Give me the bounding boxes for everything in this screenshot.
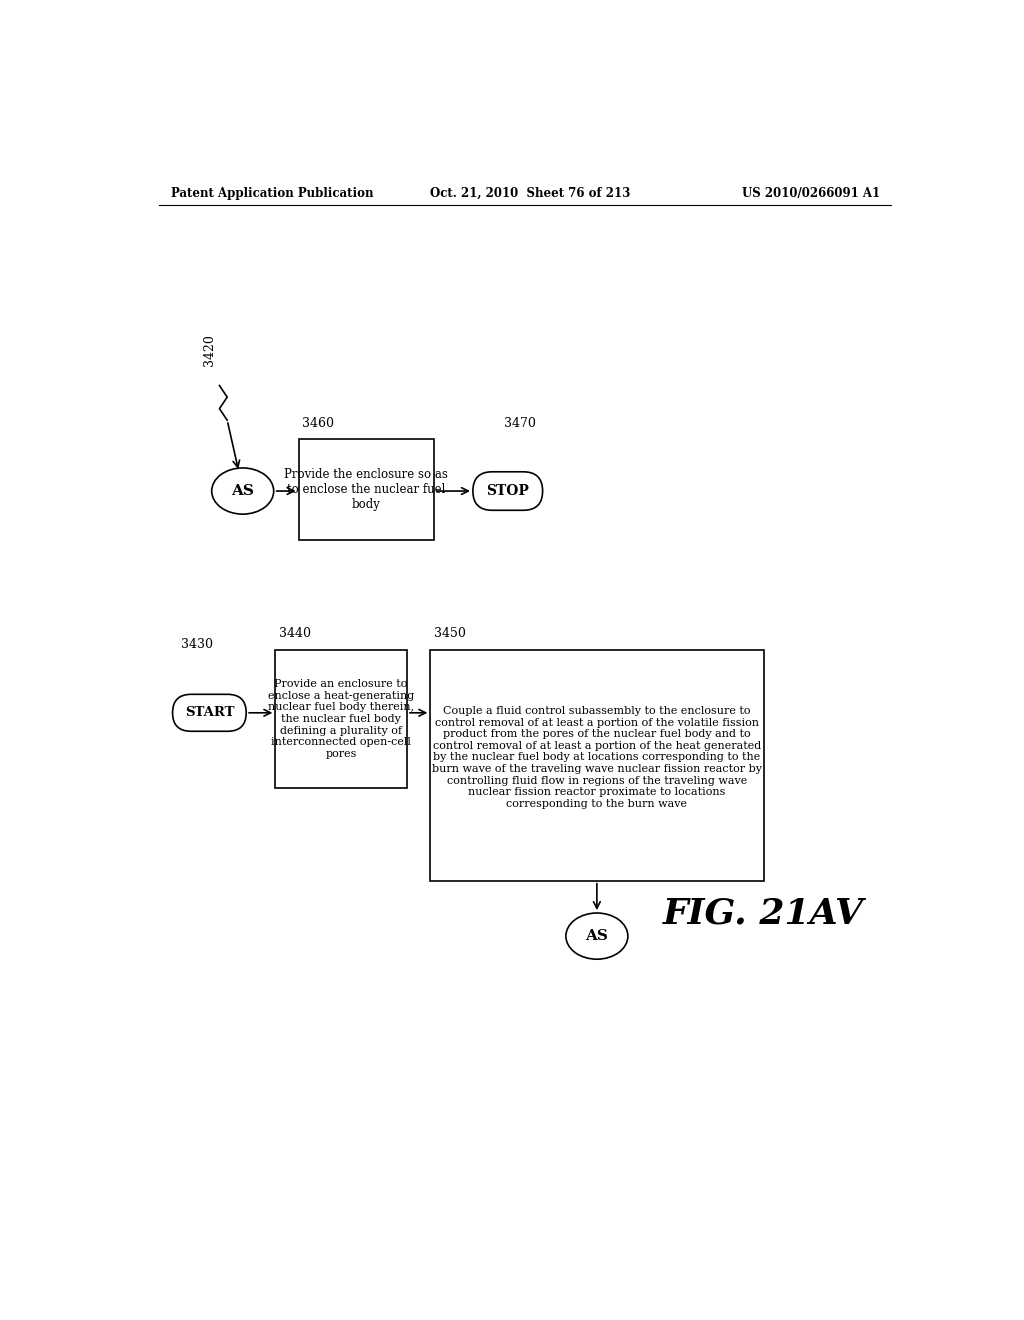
Bar <box>299 440 434 540</box>
Bar <box>275 649 407 788</box>
Text: 3430: 3430 <box>180 638 213 651</box>
Ellipse shape <box>566 913 628 960</box>
Text: 3420: 3420 <box>203 334 216 367</box>
Ellipse shape <box>212 469 273 515</box>
Text: 3450: 3450 <box>434 627 466 640</box>
Text: 3440: 3440 <box>280 627 311 640</box>
Text: 3460: 3460 <box>302 417 335 430</box>
Text: 3470: 3470 <box>504 417 536 430</box>
FancyBboxPatch shape <box>473 471 543 511</box>
Text: Provide an enclosure to
enclose a heat-generating
nuclear fuel body therein,
the: Provide an enclosure to enclose a heat-g… <box>268 680 415 759</box>
Text: START: START <box>184 706 234 719</box>
Text: Provide the enclosure so as
to enclose the nuclear fuel
body: Provide the enclosure so as to enclose t… <box>285 469 449 511</box>
Bar <box>430 649 764 880</box>
Text: Patent Application Publication: Patent Application Publication <box>171 186 373 199</box>
Text: US 2010/0266091 A1: US 2010/0266091 A1 <box>741 186 880 199</box>
Text: STOP: STOP <box>486 484 529 498</box>
Text: AS: AS <box>231 484 254 498</box>
Text: FIG. 21AV: FIG. 21AV <box>663 896 864 931</box>
Text: Couple a fluid control subassembly to the enclosure to
control removal of at lea: Couple a fluid control subassembly to th… <box>432 706 762 809</box>
FancyBboxPatch shape <box>173 694 246 731</box>
Text: AS: AS <box>586 929 608 942</box>
Text: Oct. 21, 2010  Sheet 76 of 213: Oct. 21, 2010 Sheet 76 of 213 <box>430 186 631 199</box>
